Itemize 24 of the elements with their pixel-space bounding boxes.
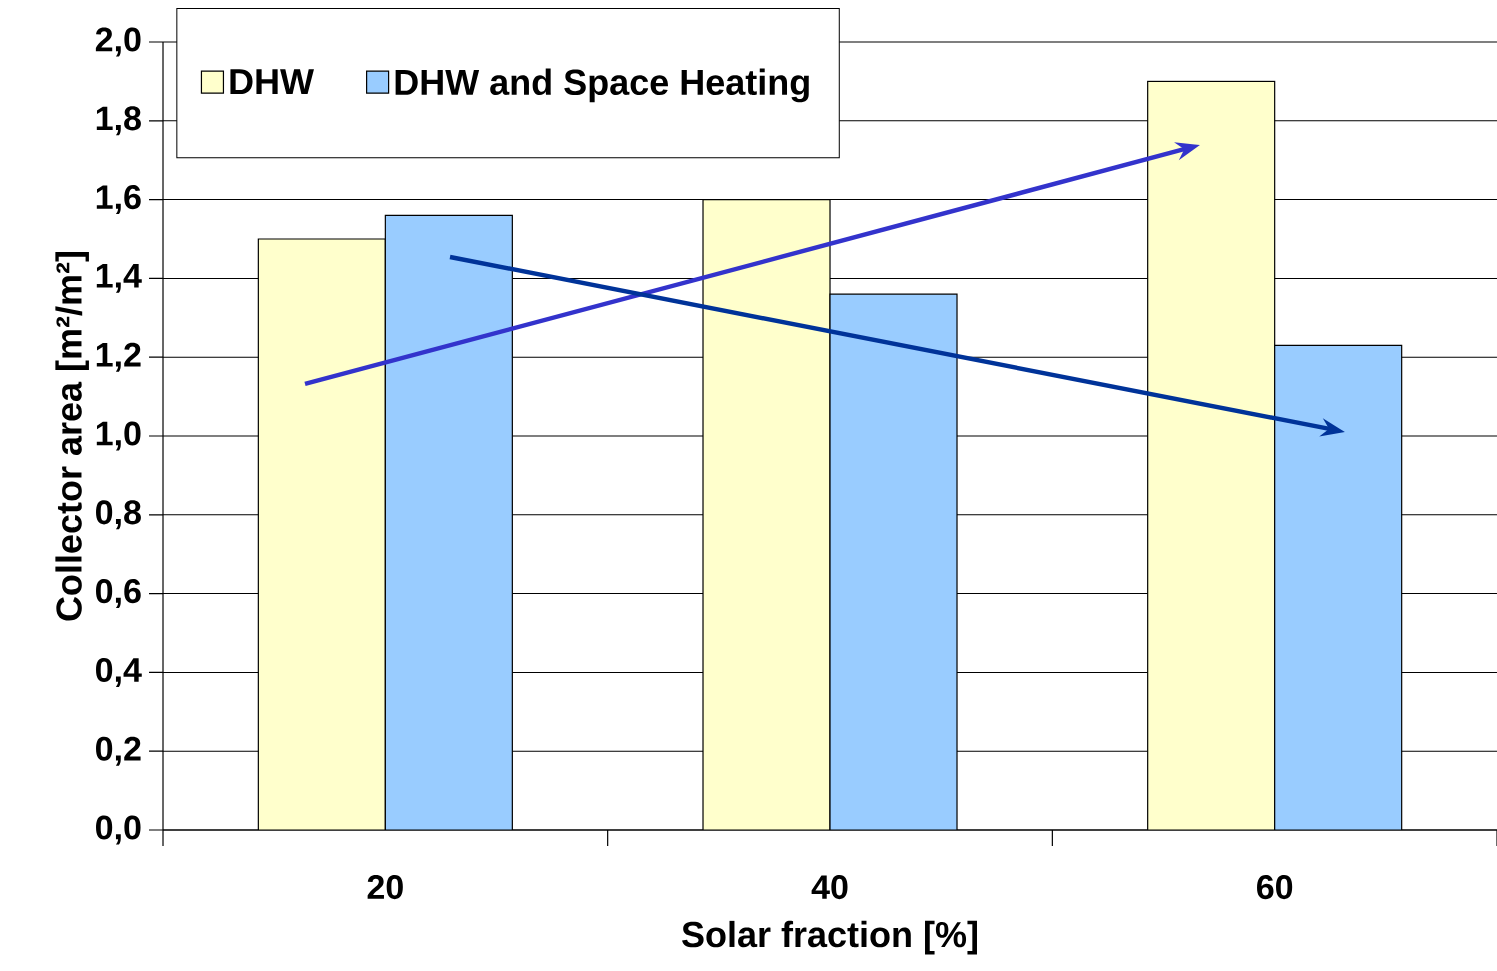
- x-tick-label: 60: [1257, 875, 1293, 900]
- y-tick-label: 0,4: [96, 657, 142, 687]
- y-tick-label: 1,0: [96, 421, 141, 451]
- legend-label: DHW: [230, 69, 314, 95]
- y-tick-label: 1,2: [96, 342, 141, 372]
- x-axis-title: Solar fraction [%]: [682, 920, 977, 955]
- legend-label: DHW and Space Heating: [395, 68, 809, 103]
- y-tick-label: 0,0: [96, 815, 141, 845]
- y-tick-label: 1,4: [96, 264, 142, 293]
- bar: [257, 238, 386, 830]
- y-tick-label: 2,0: [95, 27, 141, 57]
- bar: [384, 214, 513, 830]
- x-tick-label: 20: [367, 875, 403, 900]
- bar: [1274, 344, 1403, 830]
- bar: [829, 293, 958, 830]
- x-tick-label: 40: [811, 875, 848, 900]
- y-tick-label: 0,6: [96, 579, 141, 609]
- y-axis-title: Collector area [m²/m²]: [55, 252, 89, 621]
- bar: [702, 199, 831, 830]
- y-tick-label: 0,2: [96, 736, 141, 766]
- bar: [1147, 80, 1276, 830]
- y-tick-label: 1,8: [96, 106, 141, 136]
- y-tick-label: 1,6: [96, 185, 141, 215]
- y-tick-label: 0,8: [96, 500, 141, 530]
